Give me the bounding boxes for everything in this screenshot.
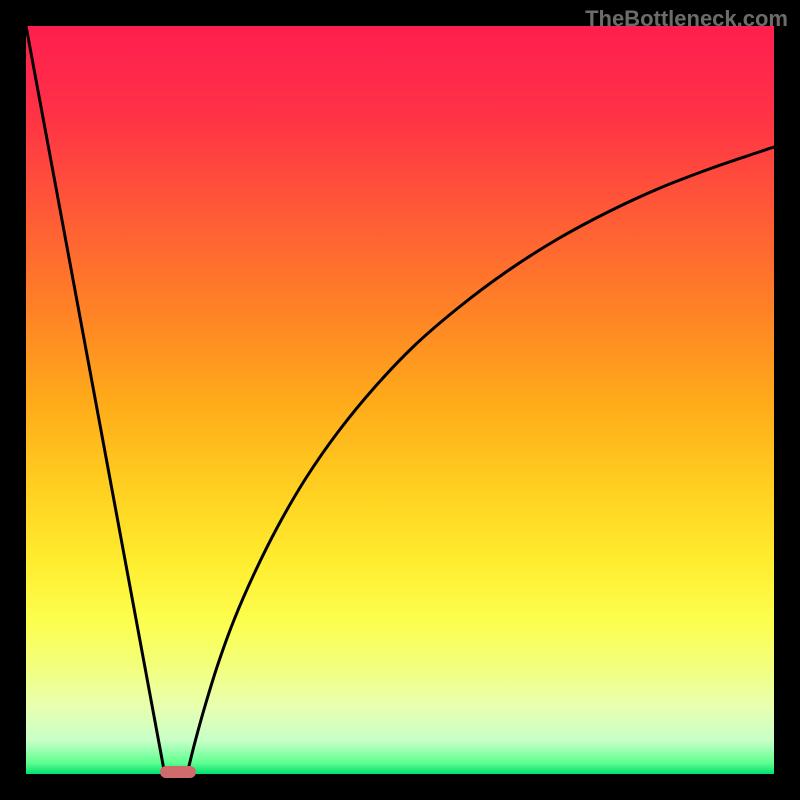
chart-svg xyxy=(0,0,800,800)
chart-background xyxy=(26,26,774,774)
bottleneck-chart: TheBottleneck.com xyxy=(0,0,800,800)
watermark-text: TheBottleneck.com xyxy=(585,6,788,32)
optimum-marker xyxy=(160,766,196,778)
